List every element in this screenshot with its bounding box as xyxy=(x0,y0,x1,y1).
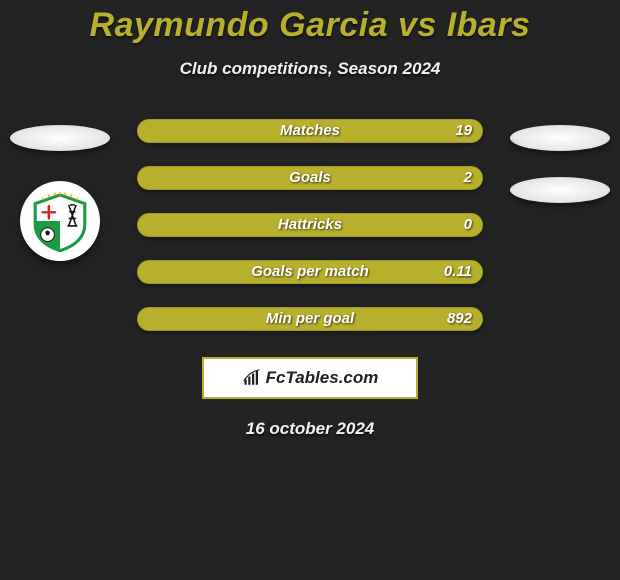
stat-value: 19 xyxy=(455,120,472,142)
stat-label: Matches xyxy=(138,120,482,142)
bar-chart-icon xyxy=(242,369,262,387)
stat-label: Hattricks xyxy=(138,214,482,236)
club-crest-icon xyxy=(29,190,91,252)
brand-text: FcTables.com xyxy=(266,368,379,388)
club-badge-left xyxy=(20,181,100,261)
page-title: Raymundo Garcia vs Ibars xyxy=(0,0,620,45)
brand-watermark[interactable]: FcTables.com xyxy=(202,357,418,399)
date-label: 16 october 2024 xyxy=(0,419,620,439)
player-left-placeholder xyxy=(10,125,110,151)
stat-row-min-per-goal: Min per goal 892 xyxy=(137,307,483,331)
stat-value: 2 xyxy=(464,167,472,189)
stat-row-goals-per-match: Goals per match 0.11 xyxy=(137,260,483,284)
stat-row-goals: Goals 2 xyxy=(137,166,483,190)
stat-row-hattricks: Hattricks 0 xyxy=(137,213,483,237)
stat-label: Min per goal xyxy=(138,308,482,330)
player-right-placeholder-2 xyxy=(510,177,610,203)
stat-value: 892 xyxy=(447,308,472,330)
comparison-panel: Matches 19 Goals 2 Hattricks 0 Goals per… xyxy=(0,119,620,439)
stat-rows: Matches 19 Goals 2 Hattricks 0 Goals per… xyxy=(137,119,483,331)
stat-label: Goals per match xyxy=(138,261,482,283)
stat-row-matches: Matches 19 xyxy=(137,119,483,143)
stat-label: Goals xyxy=(138,167,482,189)
stat-value: 0 xyxy=(464,214,472,236)
subtitle: Club competitions, Season 2024 xyxy=(0,59,620,79)
player-right-placeholder-1 xyxy=(510,125,610,151)
stat-value: 0.11 xyxy=(444,261,472,283)
